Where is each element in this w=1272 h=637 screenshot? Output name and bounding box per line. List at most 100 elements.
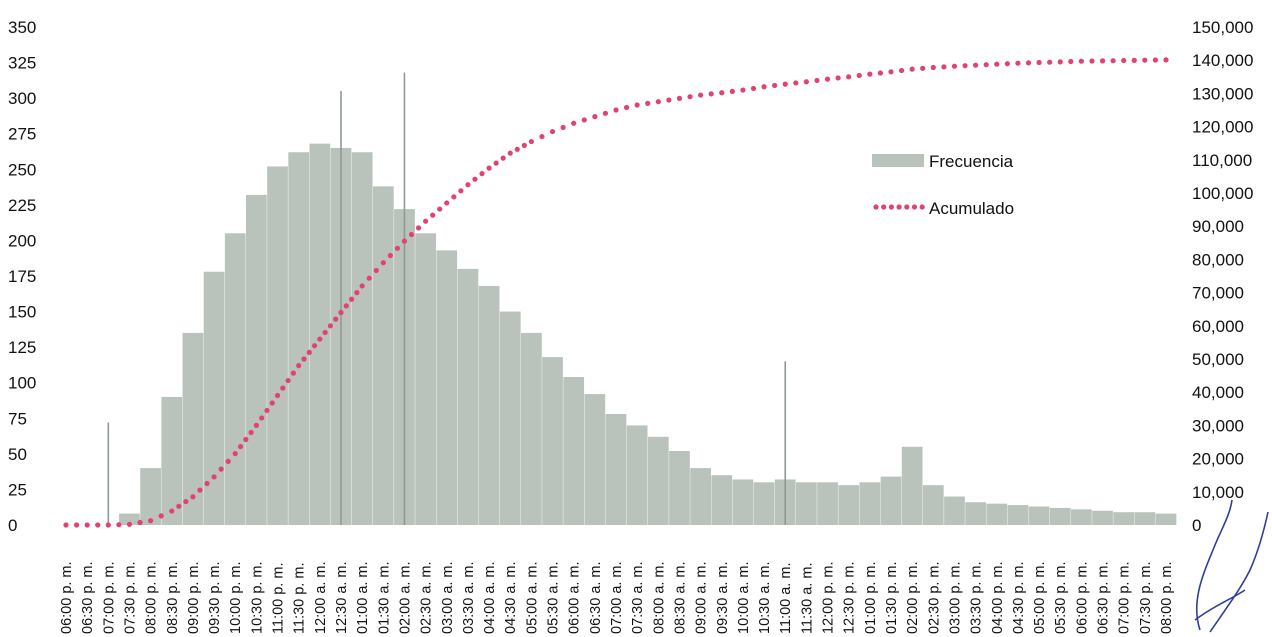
acumulado-point <box>479 171 485 177</box>
acumulado-point <box>359 283 365 289</box>
y2-tick-label: 10,000 <box>1192 483 1244 502</box>
frecuencia-bar <box>859 482 881 525</box>
acumulado-point <box>148 518 154 524</box>
x-tick-label: 03:00 p. m. <box>947 561 963 634</box>
frecuencia-bar <box>880 476 902 525</box>
acumulado-point <box>338 309 344 316</box>
frecuencia-bar <box>267 166 288 525</box>
x-tick-label: 08:00 a. m. <box>651 561 667 634</box>
acumulado-point <box>1121 57 1127 64</box>
acumulado-point <box>105 522 111 528</box>
acumulado-point <box>719 90 725 96</box>
frecuencia-bar <box>542 357 563 525</box>
acumulado-point <box>493 160 499 166</box>
frecuencia-bars <box>119 143 1177 526</box>
acumulado-point <box>264 407 270 414</box>
frecuencia-bar <box>119 513 140 525</box>
acumulado-point <box>708 91 714 97</box>
acumulado-point <box>290 370 296 376</box>
x-tick-label: 05:00 p. m. <box>1032 561 1048 634</box>
x-tick-label: 02:00 p. m. <box>905 561 921 634</box>
left-axis: 0 25 50 75 100 125 150 175 200 225 250 275 300 325 350 <box>8 18 36 535</box>
x-tick-label: 01:00 a. m. <box>355 561 371 634</box>
acumulado-point <box>73 522 80 528</box>
acumulado-point <box>458 188 464 194</box>
frecuencia-bar <box>203 271 225 525</box>
acumulado-point <box>401 238 408 244</box>
frecuencia-bar <box>351 152 373 525</box>
legend-dot <box>888 204 895 210</box>
frecuencia-bar <box>986 503 1008 525</box>
acumulado-point <box>311 343 318 349</box>
acumulado-point <box>514 146 520 152</box>
acumulado-point <box>472 176 478 182</box>
acumulado-point <box>1015 60 1021 66</box>
x-tick-label: 05:30 p. m. <box>1053 561 1069 634</box>
acumulado-point <box>95 522 101 528</box>
x-tick-label: 06:00 a. m. <box>567 561 583 634</box>
x-tick-label: 10:00 a. m. <box>736 561 752 634</box>
x-tick-label: 12:00 p. m. <box>821 561 837 634</box>
x-tick-label: 09:00 p. m. <box>186 561 202 634</box>
acumulado-point <box>500 155 506 161</box>
acumulado-point <box>814 77 820 84</box>
x-tick-label: 10:30 p. m. <box>249 561 265 634</box>
frecuencia-bar <box>901 446 923 525</box>
x-axis: 06:00 p. m. 06:30 p. m. 07:00 p. m. 07:30 p… <box>59 561 1175 634</box>
acumulado-point <box>274 392 281 399</box>
x-tick-label: 04:00 p. m. <box>990 561 1006 634</box>
frecuencia-bar <box>965 502 986 525</box>
acumulado-point <box>408 231 415 238</box>
acumulado-point <box>856 72 862 79</box>
signature-mark <box>1194 499 1269 633</box>
x-tick-label: 02:30 p. m. <box>926 561 942 634</box>
frecuencia-bar <box>224 233 246 525</box>
legend-dot <box>896 204 902 210</box>
acumulado-point <box>322 329 328 336</box>
x-tick-label: 08:00 p. m. <box>144 561 160 634</box>
x-tick-label: 10:00 p. m. <box>228 561 244 634</box>
acumulado-point <box>343 303 349 309</box>
acumulado-point <box>248 429 254 436</box>
acumulado-point <box>602 110 609 116</box>
y2-tick-label: 130,000 <box>1192 84 1253 103</box>
acumulado-point <box>623 104 630 111</box>
y-tick-label: 50 <box>8 445 27 464</box>
frecuencia-bar <box>944 496 965 525</box>
acumulado-point <box>387 252 393 259</box>
y2-tick-label: 110,000 <box>1192 151 1252 170</box>
acumulado-point <box>465 182 471 188</box>
frecuencia-bar <box>796 482 817 525</box>
y2-tick-label: 90,000 <box>1192 217 1244 236</box>
acumulado-point <box>1068 58 1074 65</box>
y-tick-label: 250 <box>8 160 36 179</box>
legend-dot <box>873 204 879 210</box>
x-tick-label: 07:00 p. m. <box>1117 561 1133 634</box>
x-tick-label: 12:30 a. m. <box>334 561 350 634</box>
y-tick-label: 25 <box>8 480 27 499</box>
y2-tick-label: 120,000 <box>1192 118 1253 137</box>
frecuencia-bar <box>669 451 690 525</box>
acumulado-point <box>1142 57 1148 63</box>
acumulado-point <box>211 474 217 480</box>
x-tick-label: 04:30 a. m. <box>503 561 519 634</box>
acumulado-point <box>1163 57 1169 63</box>
frecuencia-bar <box>690 468 711 525</box>
acumulado-point <box>373 267 379 274</box>
acumulado-point <box>782 81 788 87</box>
y-tick-label: 150 <box>8 303 36 322</box>
acumulado-point <box>581 117 587 123</box>
acumulado-point <box>1099 58 1106 64</box>
acumulado-point <box>592 114 598 120</box>
y2-tick-label: 140,000 <box>1192 51 1253 70</box>
acumulado-point <box>666 97 672 103</box>
acumulado-point <box>1047 59 1053 65</box>
acumulado-point <box>444 200 450 206</box>
acumulado-point <box>116 522 122 528</box>
acumulado-point <box>846 74 852 80</box>
y2-tick-label: 20,000 <box>1192 450 1244 469</box>
acumulado-point <box>253 422 259 428</box>
acumulado-point <box>301 356 307 362</box>
frecuencia-bar <box>457 268 479 525</box>
acumulado-point <box>197 487 203 493</box>
